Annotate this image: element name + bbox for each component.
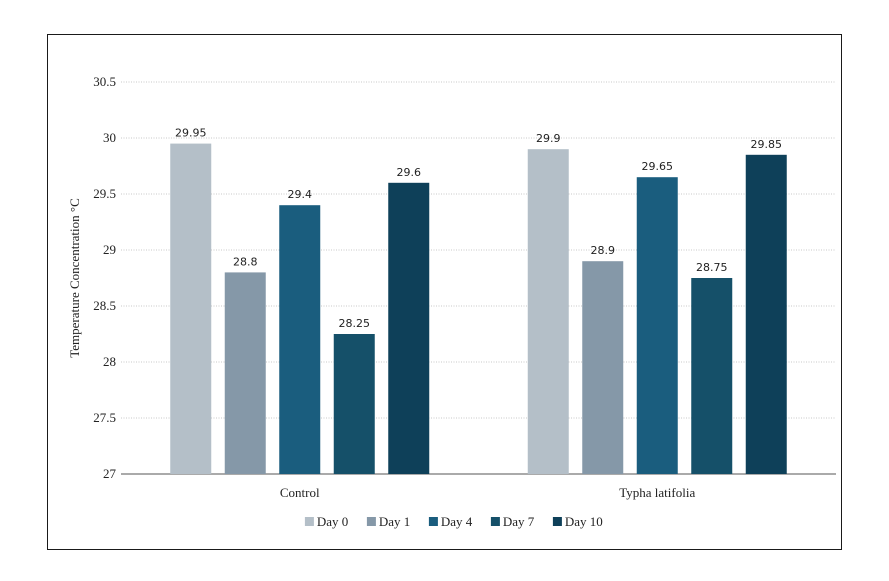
bar	[333, 334, 375, 474]
y-tick-label: 30.5	[93, 74, 116, 89]
bar	[745, 154, 787, 475]
data-label: 29.65	[642, 160, 674, 173]
y-axis-title: Temperature Concentration °C	[67, 198, 82, 358]
x-category-label: Typha latifolia	[619, 485, 695, 500]
legend-swatch	[428, 517, 438, 526]
y-tick-label: 29.5	[93, 186, 116, 201]
data-label: 29.9	[536, 132, 561, 145]
y-tick-label: 28.5	[93, 298, 116, 313]
chart-frame: 27 27.5 28 28.5 29 29.5 30 30.5 29.95 28.8 29.4 28.…	[47, 34, 842, 550]
y-tick-label: 27	[103, 466, 117, 481]
data-label: 28.8	[233, 255, 258, 268]
bar	[279, 205, 321, 474]
legend-label: Day 7	[503, 514, 535, 529]
y-tick-label: 30	[103, 130, 116, 145]
legend-label: Day 10	[565, 514, 603, 529]
bar	[691, 278, 733, 474]
y-tick-label: 29	[103, 242, 116, 257]
x-category-label: Control	[280, 485, 320, 500]
y-tick-label: 27.5	[93, 410, 116, 425]
bar	[527, 149, 569, 474]
legend-label: Day 1	[379, 514, 410, 529]
legend-swatch	[366, 517, 376, 526]
data-label: 28.9	[591, 244, 616, 257]
legend-label: Day 0	[317, 514, 348, 529]
legend-swatch	[552, 517, 562, 526]
legend-swatch	[304, 517, 314, 526]
legend-swatch	[490, 517, 500, 526]
bar	[170, 143, 212, 474]
data-label: 28.75	[696, 261, 728, 274]
bar	[388, 182, 430, 475]
y-tick-label: 28	[103, 354, 116, 369]
data-label: 29.6	[397, 166, 422, 179]
bar	[224, 272, 266, 474]
bar	[582, 261, 624, 474]
bar-chart: 27 27.5 28 28.5 29 29.5 30 30.5 29.95 28.8 29.4 28.…	[67, 74, 836, 529]
data-label: 29.4	[288, 188, 313, 201]
data-label: 29.95	[175, 127, 207, 140]
data-label: 28.25	[339, 317, 371, 330]
bar	[636, 177, 678, 474]
legend-label: Day 4	[441, 514, 473, 529]
data-label: 29.85	[751, 138, 783, 151]
